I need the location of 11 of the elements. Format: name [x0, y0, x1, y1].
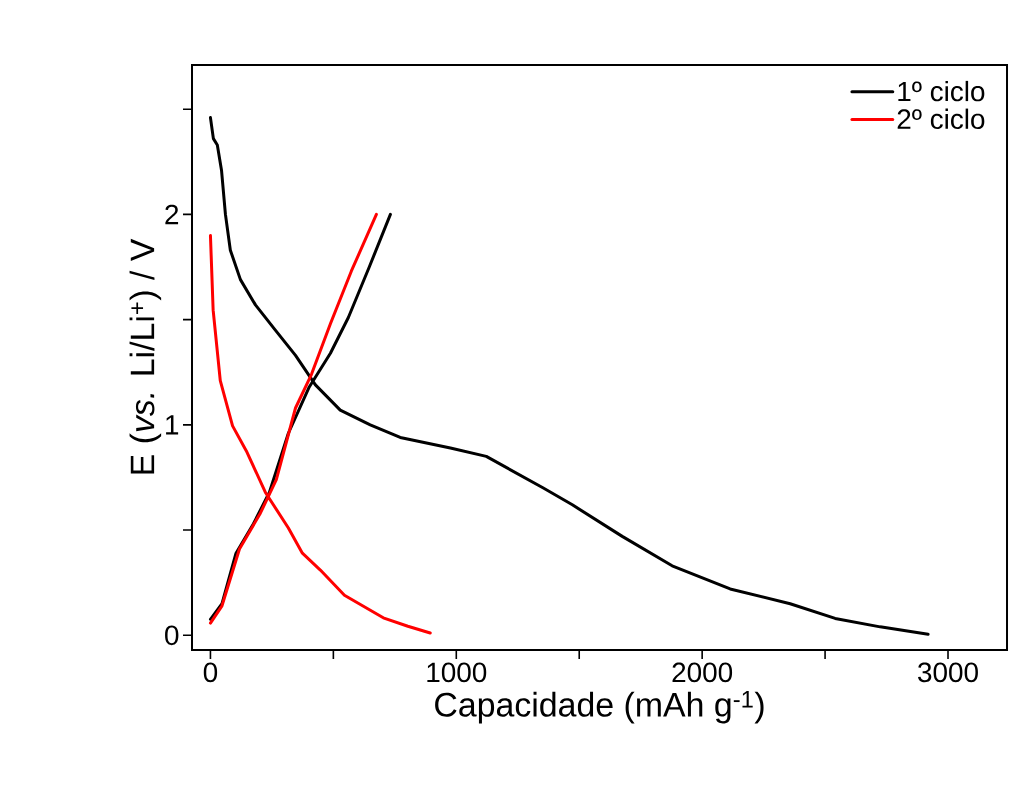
- y-axis-title: E (vs. Li/Li$^{+}$) / V: [129, 238, 162, 474]
- y-tick-label: 1: [166, 415, 179, 435]
- legend-label: 2º ciclo: [897, 108, 985, 130]
- x-axis-title: Capacidade (mAh g$^{-1}$): [435, 691, 764, 724]
- x-tick-label: 0: [203, 662, 218, 683]
- legend-label: 1º ciclo: [898, 80, 985, 102]
- x-tick-label: 1000: [427, 662, 487, 683]
- x-tick-label: 2000: [672, 662, 733, 683]
- y-tick-label: 0: [165, 625, 179, 646]
- y-tick-label: 2: [165, 204, 179, 225]
- x-tick-label: 3000: [918, 662, 978, 683]
